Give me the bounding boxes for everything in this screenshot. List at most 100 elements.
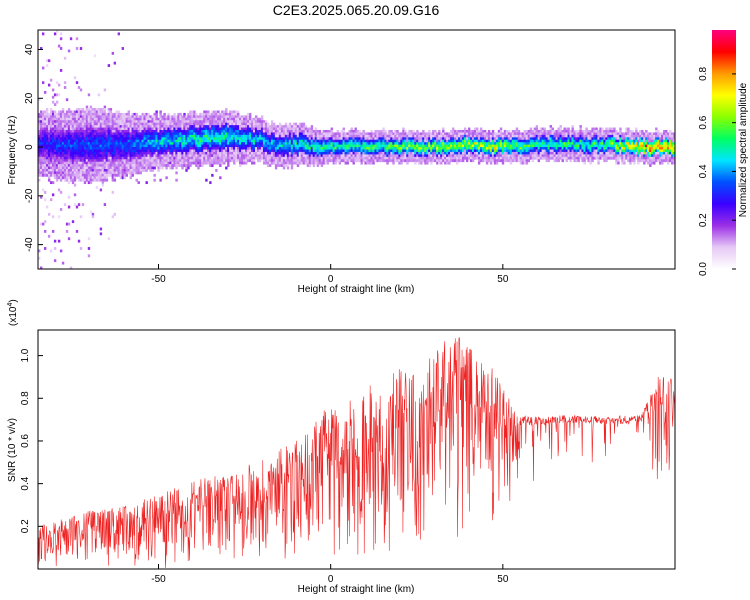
heatmap-cell: [117, 125, 121, 128]
heatmap-cell: [197, 115, 200, 119]
heatmap-cell: [71, 169, 75, 172]
heatmap-cell: [298, 149, 302, 153]
heatmap-cell: [41, 125, 45, 128]
heatmap-cell: [83, 154, 87, 158]
heatmap-cell: [155, 112, 158, 116]
heatmap-cell: [177, 127, 180, 131]
heatmap-cell: [79, 125, 83, 128]
heatmap-cell: [282, 132, 286, 136]
heatmap-cell: [310, 149, 314, 153]
heatmap-cell: [43, 127, 47, 131]
heatmap-cell: [175, 137, 178, 141]
heatmap-cell: [221, 159, 224, 163]
heatmap-cell: [356, 147, 359, 150]
heatmap-cell: [286, 166, 290, 170]
heatmap-cell: [197, 117, 200, 121]
heatmap-cell: [374, 137, 377, 141]
heatmap-cell: [543, 149, 547, 153]
heatmap-cell: [308, 127, 312, 131]
heatmap-cell: [384, 142, 387, 146]
heatmap-cell: [135, 147, 138, 150]
heatmap-cell: [121, 144, 124, 148]
heatmap-cell: [111, 139, 115, 143]
heatmap-cell: [41, 117, 45, 121]
heatmap-cell: [302, 156, 306, 160]
heatmap-cell: [115, 127, 119, 131]
heatmap-cell: [483, 159, 487, 163]
heatmap-cell: [39, 137, 43, 141]
heatmap-cell: [475, 132, 479, 136]
heatmap-cell: [370, 137, 373, 141]
heatmap-cell: [105, 159, 109, 163]
heatmap-cell: [245, 117, 248, 121]
heatmap-cell: [442, 129, 445, 133]
heatmap-cell: [539, 154, 543, 158]
heatmap-cell: [145, 129, 148, 133]
heatmap-cell: [324, 154, 328, 158]
heatmap-cell: [67, 154, 71, 158]
heatmap-cell: [45, 115, 49, 119]
heatmap-cell: [235, 137, 238, 141]
heatmap-cell: [428, 147, 431, 150]
heatmap-cell: [179, 127, 182, 131]
heatmap-cell: [251, 134, 254, 138]
heatmap-cell: [364, 156, 367, 160]
heatmap-cell: [256, 129, 260, 133]
heatmap-cell: [111, 122, 115, 126]
heatmap-cell: [131, 166, 134, 170]
heatmap-cell: [209, 129, 212, 133]
heatmap-cell: [209, 120, 212, 124]
heatmap-cell: [245, 129, 248, 133]
heatmap-cell: [276, 142, 280, 146]
heatmap-cell: [83, 125, 87, 128]
heatmap-cell: [272, 147, 276, 150]
heatmap-cell: [195, 112, 198, 116]
heatmap-cell: [241, 159, 244, 163]
heatmap-cell: [306, 164, 310, 167]
heatmap-cell: [67, 144, 71, 148]
heatmap-cell: [412, 134, 415, 138]
heatmap-cell: [159, 166, 162, 170]
heatmap-cell: [147, 154, 150, 158]
heatmap-cell: [139, 137, 142, 141]
heatmap-cell: [523, 132, 527, 136]
heatmap-cell: [177, 142, 180, 146]
heatmap-cell: [183, 139, 186, 143]
heatmap-cell: [549, 134, 552, 138]
heatmap-cell: [189, 132, 192, 136]
heatmap-cell: [145, 166, 148, 170]
heatmap-cell: [179, 122, 182, 126]
heatmap-cell: [270, 127, 274, 131]
heatmap-cell: [93, 54, 97, 58]
heatmap-cell: [416, 134, 419, 138]
heatmap-cell: [211, 132, 214, 136]
heatmap-cell: [151, 132, 154, 136]
heatmap-cell: [545, 132, 548, 136]
heatmap-cell: [111, 156, 115, 160]
heatmap-cell: [541, 149, 545, 153]
heatmap-cell: [203, 117, 206, 121]
heatmap-cell: [406, 144, 409, 148]
heatmap-cell: [55, 117, 59, 121]
heatmap-cell: [139, 161, 142, 165]
heatmap-cell: [191, 137, 194, 141]
heatmap-cell: [187, 129, 190, 133]
heatmap-cell: [91, 164, 95, 167]
heatmap-cell: [547, 149, 550, 153]
heatmap-cell: [404, 149, 407, 153]
heatmap-cell: [460, 134, 463, 138]
heatmap-cell: [191, 115, 194, 119]
heatmap-cell: [131, 129, 134, 133]
heatmap-cell: [477, 161, 481, 165]
heatmap-cell: [334, 132, 337, 136]
heatmap-cell: [509, 132, 513, 136]
heatmap-cell: [406, 161, 409, 165]
heatmap-cell: [314, 151, 318, 155]
heatmap-cell: [428, 134, 431, 138]
heatmap-cell: [63, 56, 67, 60]
heatmap-cell: [85, 151, 89, 155]
heatmap-cell: [153, 112, 156, 116]
heatmap-cell: [109, 132, 113, 136]
heatmap-cell: [332, 149, 335, 153]
heatmap-cell: [219, 156, 222, 160]
